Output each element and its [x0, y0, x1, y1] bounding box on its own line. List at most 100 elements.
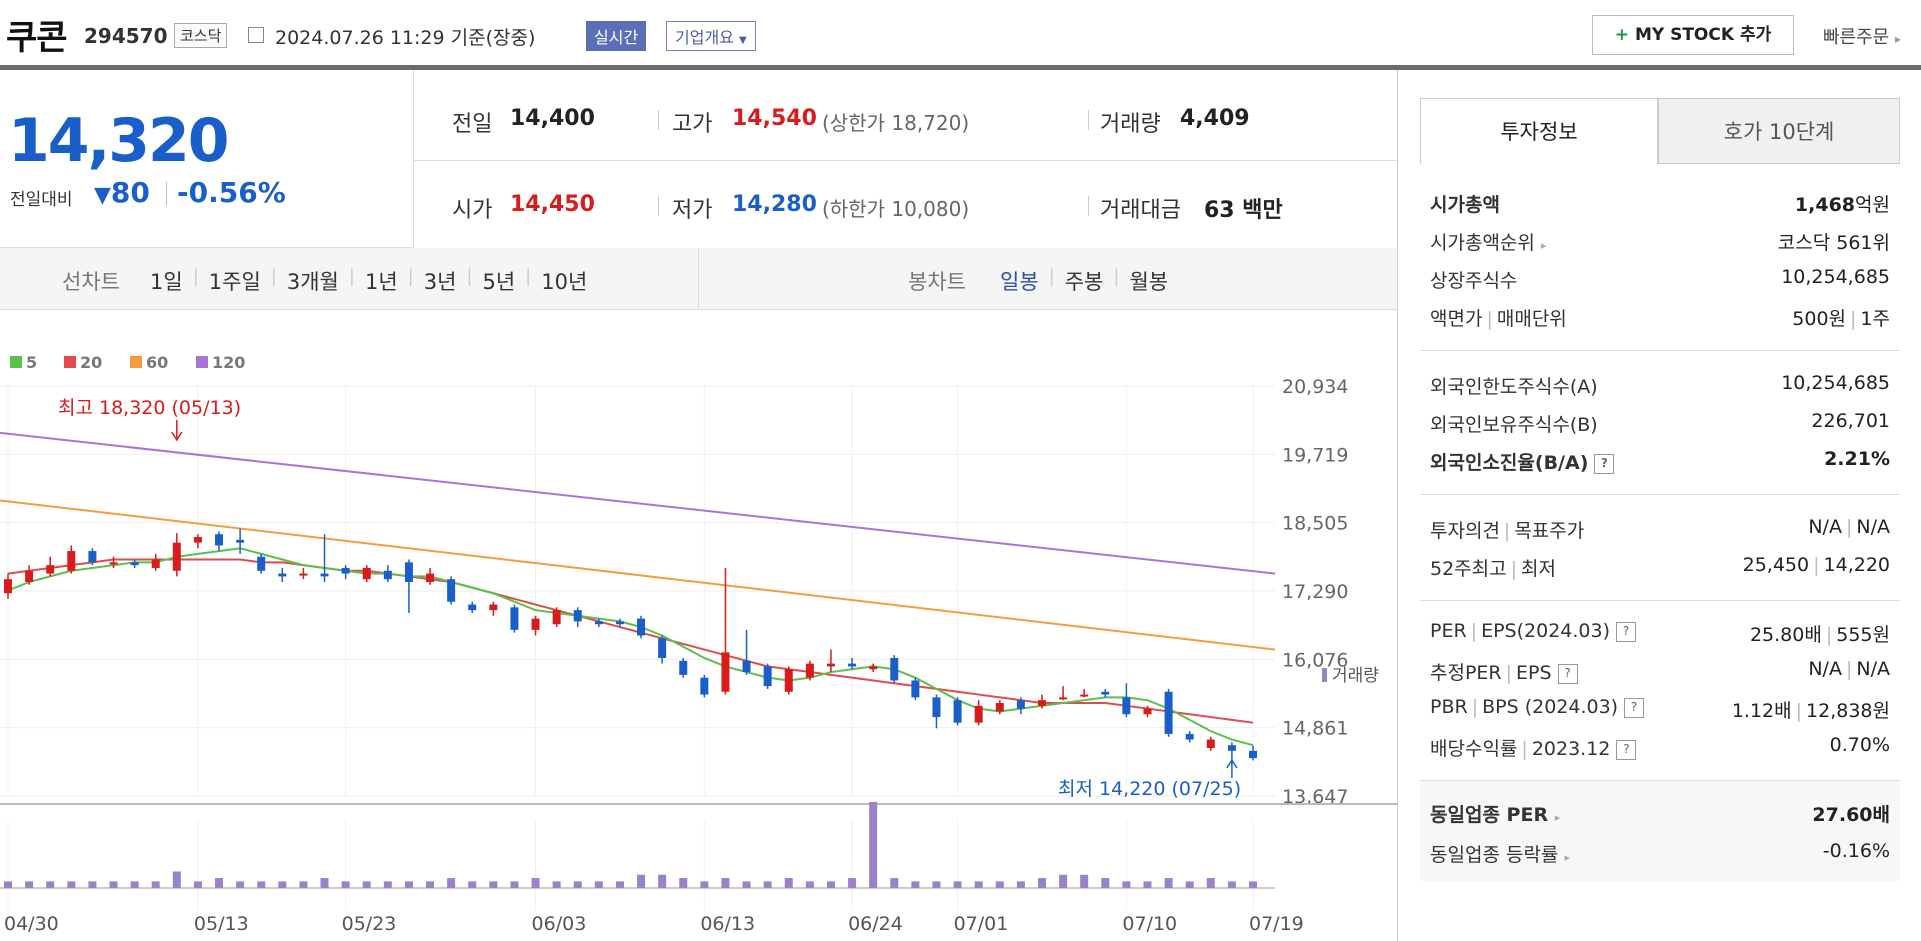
- help-icon[interactable]: ?: [1624, 697, 1645, 718]
- candle-body: [721, 652, 730, 692]
- price-change: ▼80: [94, 176, 150, 209]
- tab-investment-info[interactable]: 투자정보: [1420, 98, 1658, 164]
- tab-separator: |: [1113, 266, 1120, 287]
- line-period-tab[interactable]: 10년: [541, 270, 588, 294]
- y-tick-label: 16,076: [1282, 649, 1348, 671]
- x-tick-label: 05/23: [342, 913, 397, 935]
- low-value: 14,280: [732, 192, 817, 217]
- volume-bar: [1037, 878, 1046, 888]
- high-arrow-head: [171, 431, 183, 442]
- sector-rate-label[interactable]: 동일업종 등락률 ▸: [1430, 844, 1570, 866]
- candle-body: [489, 604, 498, 611]
- face-unit-value: 500원 | 1주: [1792, 308, 1890, 330]
- pbr-value: 1.12배 | 12,838원: [1731, 700, 1890, 722]
- low-arrow-head: [1226, 758, 1238, 769]
- candle-body: [278, 573, 287, 577]
- stock-code: 294570: [84, 24, 168, 48]
- volume-bar: [890, 878, 899, 888]
- x-tick-label: 04/30: [4, 913, 59, 935]
- volume-bar: [468, 881, 477, 888]
- candle-body: [869, 666, 878, 670]
- price-box: [0, 70, 414, 248]
- volume-bar: [974, 881, 983, 888]
- candle-body: [1037, 700, 1046, 706]
- divider: [1420, 350, 1900, 351]
- prev-compare-label: 전일대비: [10, 190, 73, 210]
- candle-period-tab[interactable]: 일봉: [1000, 270, 1039, 294]
- per-value: 25.80배 | 555원: [1749, 624, 1890, 646]
- volume-bar: [215, 878, 224, 888]
- x-tick-label: 05/13: [194, 913, 249, 935]
- quick-order-link[interactable]: 빠른주문 ▸: [1823, 27, 1902, 48]
- realtime-button[interactable]: 실시간: [586, 21, 647, 51]
- line-chart-label: 선차트: [62, 270, 120, 294]
- line-period-tab[interactable]: 1년: [364, 270, 398, 294]
- line-period-tab[interactable]: 3개월: [286, 270, 339, 294]
- y-tick-label: 19,719: [1282, 444, 1348, 466]
- volume-bar: [637, 874, 646, 888]
- help-icon[interactable]: ?: [1616, 739, 1637, 760]
- volume-bar: [362, 881, 371, 888]
- volume-bar: [151, 881, 160, 888]
- volume-bar: [236, 881, 245, 888]
- volume-value: 4,409: [1180, 106, 1250, 131]
- calendar-icon: [248, 27, 264, 43]
- volume-bar: [447, 878, 456, 888]
- amount-label: 거래대금: [1100, 198, 1181, 223]
- chevron-right-icon: ▸: [1894, 32, 1902, 46]
- candle-period-tab[interactable]: 월봉: [1129, 270, 1169, 294]
- rank-label[interactable]: 시가총액순위 ▸: [1430, 232, 1547, 254]
- candle-period-tab[interactable]: 주봉: [1064, 270, 1104, 294]
- candle-body: [4, 579, 12, 594]
- help-icon[interactable]: ?: [1616, 621, 1636, 642]
- plus-icon: +: [1614, 25, 1630, 45]
- prev-close-label: 전일: [452, 112, 493, 137]
- candle-body: [953, 700, 962, 723]
- tab-separator: |: [466, 266, 473, 287]
- company-overview-dropdown[interactable]: 기업개요 ▼: [666, 21, 756, 51]
- candle-body: [341, 567, 350, 574]
- candle-body: [890, 657, 899, 681]
- tab-separator: |: [270, 266, 277, 287]
- tab-hoga-10[interactable]: 호가 10단계: [1658, 98, 1900, 164]
- legend-label: 120: [212, 353, 245, 372]
- line-period-tab[interactable]: 1주일: [208, 270, 261, 294]
- volume-bar: [932, 881, 941, 888]
- x-tick-label: 06/03: [532, 913, 587, 935]
- legend-label: 5: [26, 353, 37, 372]
- volume-legend-label: 거래량: [1332, 666, 1379, 686]
- sector-per-label[interactable]: 동일업종 PER ▸: [1430, 804, 1561, 826]
- volume-bar: [1080, 874, 1089, 888]
- divider: [1088, 196, 1089, 216]
- candle-body: [1164, 691, 1173, 734]
- line-period-tab[interactable]: 3년: [423, 270, 457, 294]
- price-chart[interactable]: 20,934 19,719 18,505 17,290 16,076 14,861 13,6…: [0, 310, 1397, 941]
- line-period-tab[interactable]: 1일: [150, 270, 183, 294]
- help-icon[interactable]: ?: [1594, 453, 1615, 474]
- candle-body: [1227, 745, 1236, 751]
- volume-bar: [193, 881, 202, 888]
- volume-bar: [658, 874, 667, 888]
- volume-bar: [700, 881, 709, 888]
- candle-body: [67, 551, 76, 571]
- candle-body: [383, 570, 392, 580]
- foreign-hold-value: 226,701: [1811, 410, 1890, 432]
- help-icon[interactable]: ?: [1557, 663, 1578, 684]
- divider: [658, 196, 659, 216]
- candle-body: [109, 562, 118, 565]
- volume-bar: [869, 802, 878, 888]
- candle-body: [193, 537, 202, 543]
- candle-chart-label: 봉차트: [908, 270, 966, 294]
- candle-body: [362, 567, 371, 580]
- shares-value: 10,254,685: [1781, 266, 1890, 288]
- candle-body: [236, 539, 245, 543]
- candle-body: [130, 562, 139, 566]
- tab-separator: |: [192, 266, 199, 287]
- volume-bar: [573, 881, 582, 888]
- volume-bar: [1185, 881, 1194, 888]
- mystock-add-button[interactable]: + MY STOCK 추가: [1592, 15, 1794, 55]
- line-period-tab[interactable]: 5년: [482, 270, 516, 294]
- prev-close-value: 14,400: [510, 106, 595, 131]
- volume-bar: [1206, 878, 1215, 888]
- est-per-value: N/A | N/A: [1808, 658, 1890, 680]
